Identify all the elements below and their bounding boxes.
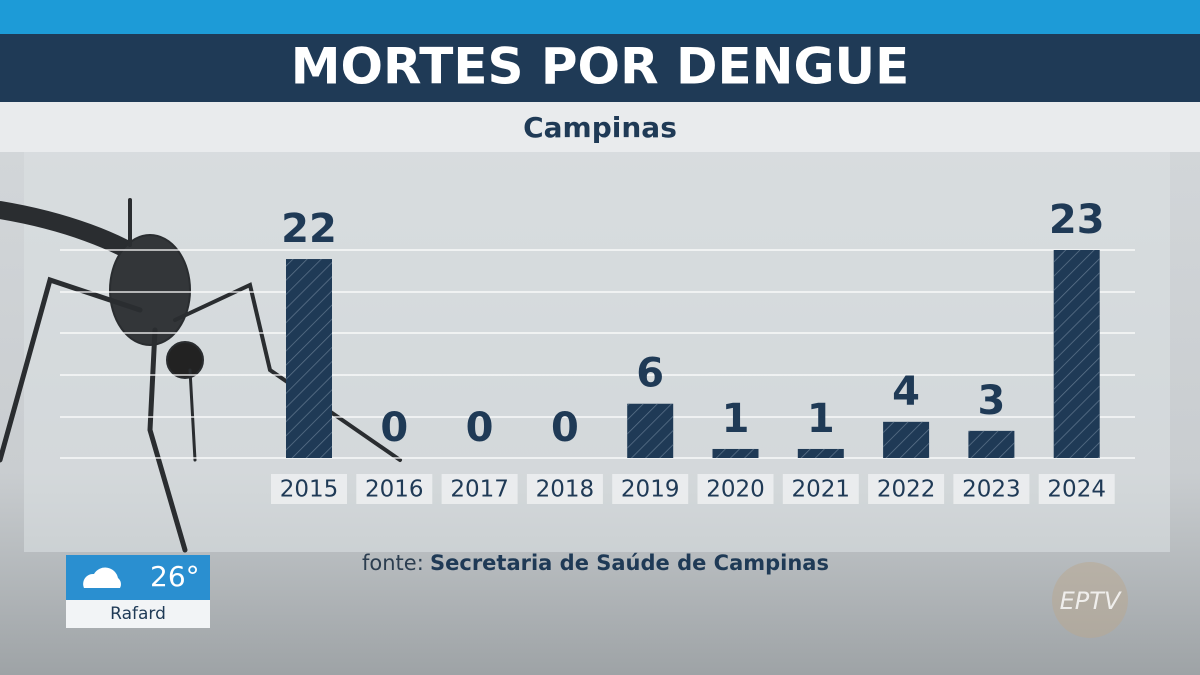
x-label-box bbox=[697, 474, 774, 504]
top-bar bbox=[0, 0, 1200, 34]
chart-subtitle: Campinas bbox=[523, 111, 677, 144]
value-label: 6 bbox=[636, 351, 664, 397]
x-tick-label: 2020 bbox=[706, 477, 765, 503]
bar-hatch bbox=[1053, 250, 1100, 458]
value-label: 0 bbox=[380, 405, 408, 451]
bar-hatch bbox=[712, 448, 759, 458]
x-tick-label: 2024 bbox=[1047, 477, 1106, 503]
x-tick-label: 2023 bbox=[962, 477, 1021, 503]
x-label-box bbox=[782, 474, 859, 504]
value-label: 23 bbox=[1049, 197, 1105, 243]
weather-icon bbox=[83, 567, 121, 588]
x-tick-label: 2021 bbox=[792, 477, 851, 503]
bar-hatch bbox=[883, 421, 930, 458]
bar-hatch bbox=[968, 430, 1015, 458]
value-label: 0 bbox=[551, 405, 579, 451]
city: Rafard bbox=[110, 604, 166, 624]
chart-title: MORTES POR DENGUE bbox=[291, 38, 910, 96]
source-label: fonte: bbox=[362, 551, 424, 575]
grid bbox=[60, 249, 1135, 459]
x-label-box bbox=[356, 474, 433, 504]
x-label-box bbox=[271, 474, 347, 504]
title-band bbox=[0, 34, 1200, 102]
value-label: 22 bbox=[281, 206, 337, 252]
value-label: 1 bbox=[807, 396, 835, 442]
value-label: 0 bbox=[466, 405, 494, 451]
weather-bottom bbox=[66, 600, 210, 628]
x-tick-label: 2015 bbox=[280, 477, 339, 503]
value-label: 3 bbox=[977, 378, 1005, 424]
x-tick-label: 2018 bbox=[536, 477, 595, 503]
logo-badge bbox=[1052, 562, 1128, 638]
mosquito-illustration bbox=[0, 198, 402, 553]
x-tick-label: 2017 bbox=[450, 477, 509, 503]
x-label-box bbox=[612, 474, 689, 504]
x-label-box bbox=[868, 474, 945, 504]
x-label-box bbox=[526, 474, 603, 504]
x-tick-label: 2022 bbox=[877, 477, 936, 503]
bar-hatch bbox=[286, 259, 332, 458]
x-label-box bbox=[953, 474, 1030, 504]
bar-hatch bbox=[797, 448, 844, 458]
x-tick-label: 2016 bbox=[365, 477, 424, 503]
temperature: 26° bbox=[150, 560, 200, 593]
logo: EPTV bbox=[1060, 587, 1122, 615]
x-tick-label: 2019 bbox=[621, 477, 680, 503]
value-label: 4 bbox=[892, 369, 920, 415]
source: Secretaria de Saúde de Campinas bbox=[430, 551, 829, 575]
x-label-box bbox=[1038, 474, 1115, 504]
weather-widget: 26° Rafard bbox=[66, 555, 210, 628]
value-label: 1 bbox=[722, 396, 750, 442]
x-label-box bbox=[441, 474, 518, 504]
bar-hatch bbox=[627, 403, 674, 458]
subtitle-band bbox=[0, 102, 1200, 152]
